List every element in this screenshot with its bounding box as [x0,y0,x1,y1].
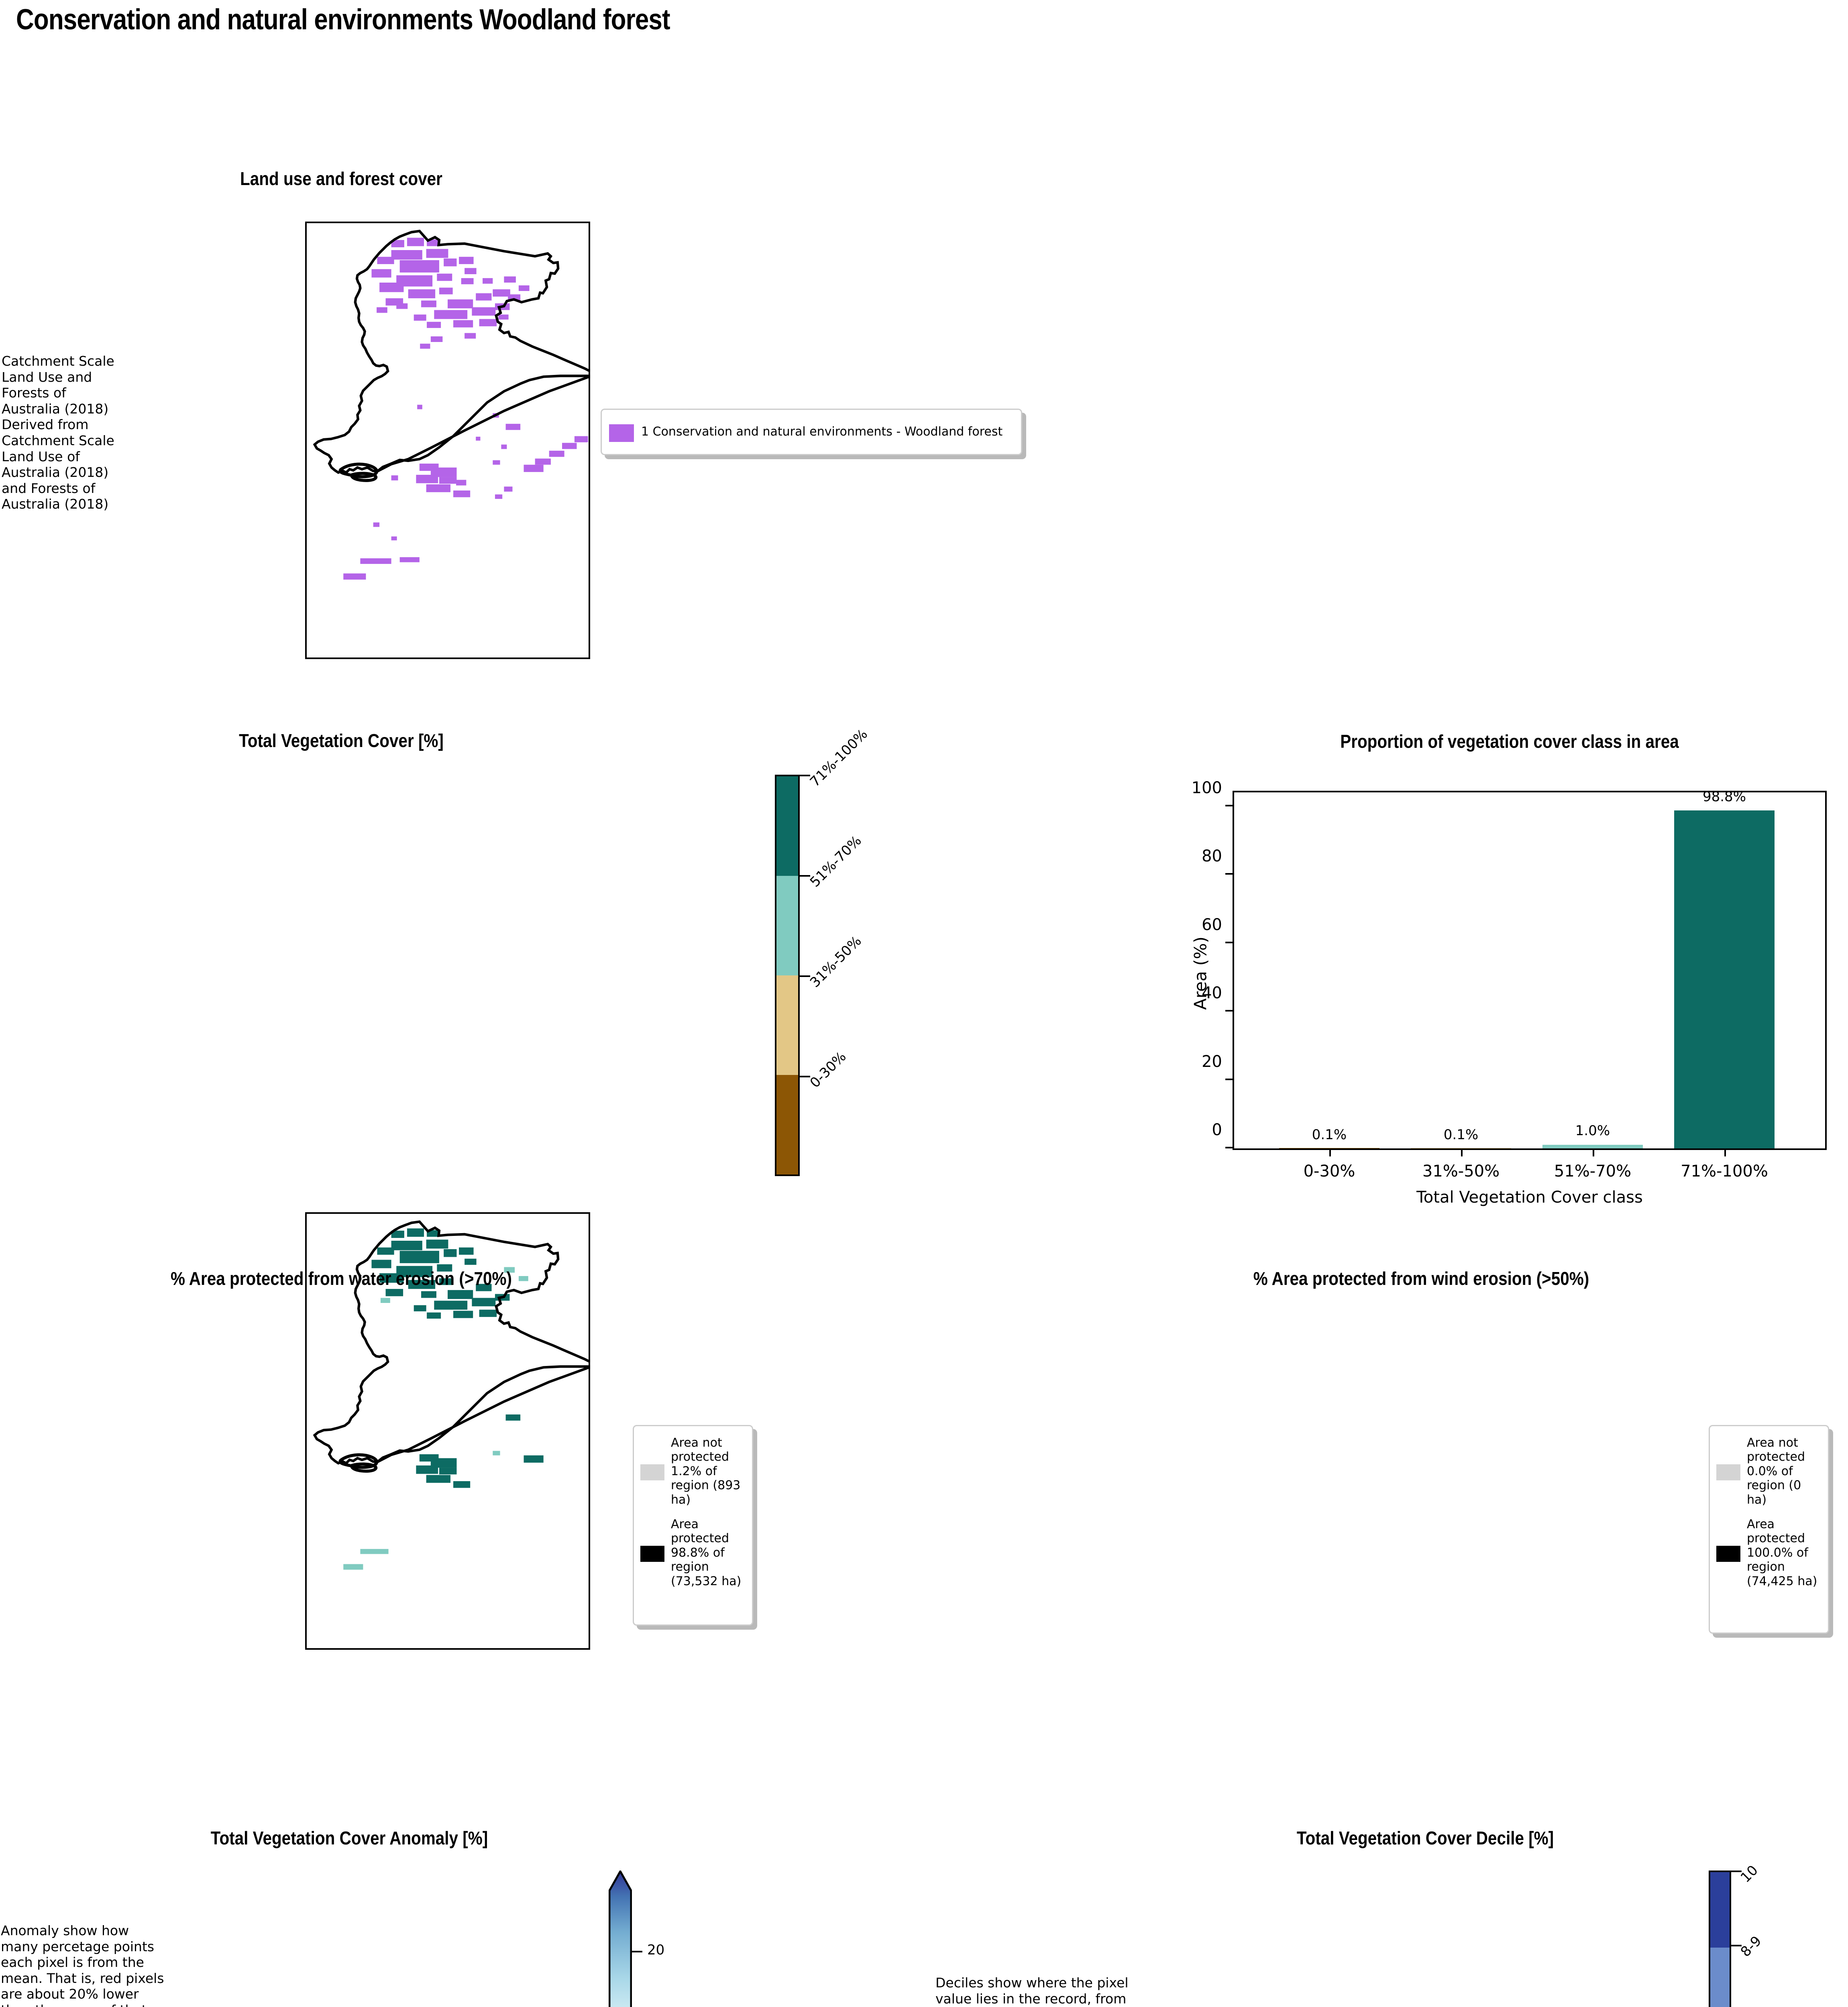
decile-colorbar: 10 8-9 4-7 2-3 1 [1709,1862,1764,2007]
wind-erosion-panel-title: % Area protected from wind erosion (>50%… [1253,1268,1589,1289]
landuse-source-note: Catchment Scale Land Use and Forests of … [2,353,122,512]
decile-note: Deciles show where the pixel value lies … [935,1975,1136,2007]
chart-datalabel-51-70: 1.0% [1575,1123,1610,1139]
water-erosion-legend-row-not-protected: Area not protected 1.2% of region (893 h… [640,1436,746,1507]
decile-colorbar-label-10: 10 [1737,1862,1761,1886]
vegcover-colorbar-label-71-100: 71%-100% [807,726,871,790]
wind-erosion-legend-label-not-protected: Area not protected 0.0% of region (0 ha) [1747,1436,1805,1507]
chart-plot-area: 0 20 40 60 80 100 0.1% 0.1% 1.0% 98.8% 0… [1192,779,1827,1181]
water-erosion-legend-swatch-not-protected [640,1464,664,1481]
wind-erosion-legend-swatch-not-protected [1716,1464,1740,1481]
vegetation-proportion-chart: Proportion of vegetation cover class in … [1184,731,1835,1236]
vegcover-colorbar-seg-31-50 [776,975,798,1075]
anomaly-colorbar-tick-20 [632,1951,642,1952]
water-erosion-legend-label-protected: Area protected 98.8% of region (73,532 h… [671,1517,742,1588]
landuse-data-pixels [343,238,588,580]
water-erosion-legend: Area not protected 1.2% of region (893 h… [633,1425,753,1626]
chart-xtick-51-70: 51%-70% [1554,1162,1632,1181]
landuse-source-note-text: Catchment Scale Land Use and Forests of … [2,353,114,512]
anomaly-panel-title: Total Vegetation Cover Anomaly [%] [210,1828,488,1848]
vegcover-colorbar-seg-51-70 [776,876,798,975]
wind-erosion-legend: Area not protected 0.0% of region (0 ha)… [1709,1425,1829,1634]
chart-xtick-71-100: 71%-100% [1681,1162,1768,1181]
wind-erosion-legend-row-not-protected: Area not protected 0.0% of region (0 ha) [1716,1436,1822,1507]
anomaly-note: Anomaly show how many percetage points e… [1,1923,169,2007]
chart-ytick-0: 0 [1212,1121,1222,1139]
chart-xtick-31-50: 31%-50% [1422,1162,1500,1181]
vegcover-map[interactable] [305,1212,590,1650]
wind-erosion-legend-label-protected: Area protected 100.0% of region (74,425 … [1747,1517,1817,1588]
chart-ytick-20: 20 [1202,1052,1222,1071]
water-erosion-legend-label-not-protected: Area not protected 1.2% of region (893 h… [671,1436,741,1507]
chart-ytick-80: 80 [1202,847,1222,865]
chart-title: Proportion of vegetation cover class in … [1340,731,1679,752]
chart-datalabel-31-50: 0.1% [1443,1127,1479,1143]
chart-ytick-100: 100 [1191,779,1222,797]
vegcover-colorbar-label-0-30: 0-30% [807,1048,850,1091]
vegcover-colorbar-seg-71-100 [776,776,798,876]
chart-xaxis-label: Total Vegetation Cover class [1416,1188,1643,1207]
chart-xtick-0-30: 0-30% [1303,1162,1355,1181]
vegcover-colorbar-label-51-70: 51%-70% [807,833,865,891]
landuse-panel-title: Land use and forest cover [240,168,442,189]
vegcover-colorbar-seg-0-30 [776,1075,798,1174]
landuse-map[interactable] [305,222,590,659]
water-erosion-legend-row-protected: Area protected 98.8% of region (73,532 h… [640,1517,746,1588]
landuse-legend-swatch [609,424,634,442]
vegcover-panel-title: Total Vegetation Cover [%] [239,730,444,751]
chart-datalabel-0-30: 0.1% [1312,1127,1347,1143]
water-erosion-panel-title: % Area protected from water erosion (>70… [171,1268,512,1289]
decile-colorbar-seg-10 [1710,1872,1730,1948]
chart-bar-71-100[interactable] [1674,810,1775,1148]
landuse-legend: 1 Conservation and natural environments … [601,409,1022,455]
anomaly-colorbar-gradient [609,1871,632,2007]
page-title: Conservation and natural environments Wo… [16,4,670,36]
water-erosion-legend-swatch-protected [640,1546,664,1562]
vegcover-colorbar-label-31-50: 31%-50% [807,933,865,991]
decile-panel-title: Total Vegetation Cover Decile [%] [1296,1828,1554,1848]
chart-bar-51-70[interactable] [1542,1145,1643,1148]
wind-erosion-legend-swatch-protected [1716,1546,1740,1562]
landuse-legend-label: 1 Conservation and natural environments … [641,425,1003,439]
anomaly-colorbar-label-20: 20 [647,1942,665,1958]
anomaly-note-text: Anomaly show how many percetage points e… [1,1923,164,2007]
chart-ytick-60: 60 [1202,916,1222,934]
chart-yaxis-label: Area (%) [1190,936,1210,1010]
anomaly-colorbar: 20 10 0 −10 −20 [609,1871,664,2007]
decile-colorbar-label-8-9: 8-9 [1737,1933,1765,1960]
chart-datalabel-71-100: 98.8% [1702,789,1746,805]
vegcover-colorbar: 71%-100% 51%-70% 31%-50% 0-30% [775,726,871,1176]
decile-note-text: Deciles show where the pixel value lies … [935,1975,1129,2007]
decile-colorbar-seg-8-9 [1710,1948,1730,2007]
wind-erosion-legend-row-protected: Area protected 100.0% of region (74,425 … [1716,1517,1822,1588]
chart-ytick-40: 40 [1202,984,1222,1002]
